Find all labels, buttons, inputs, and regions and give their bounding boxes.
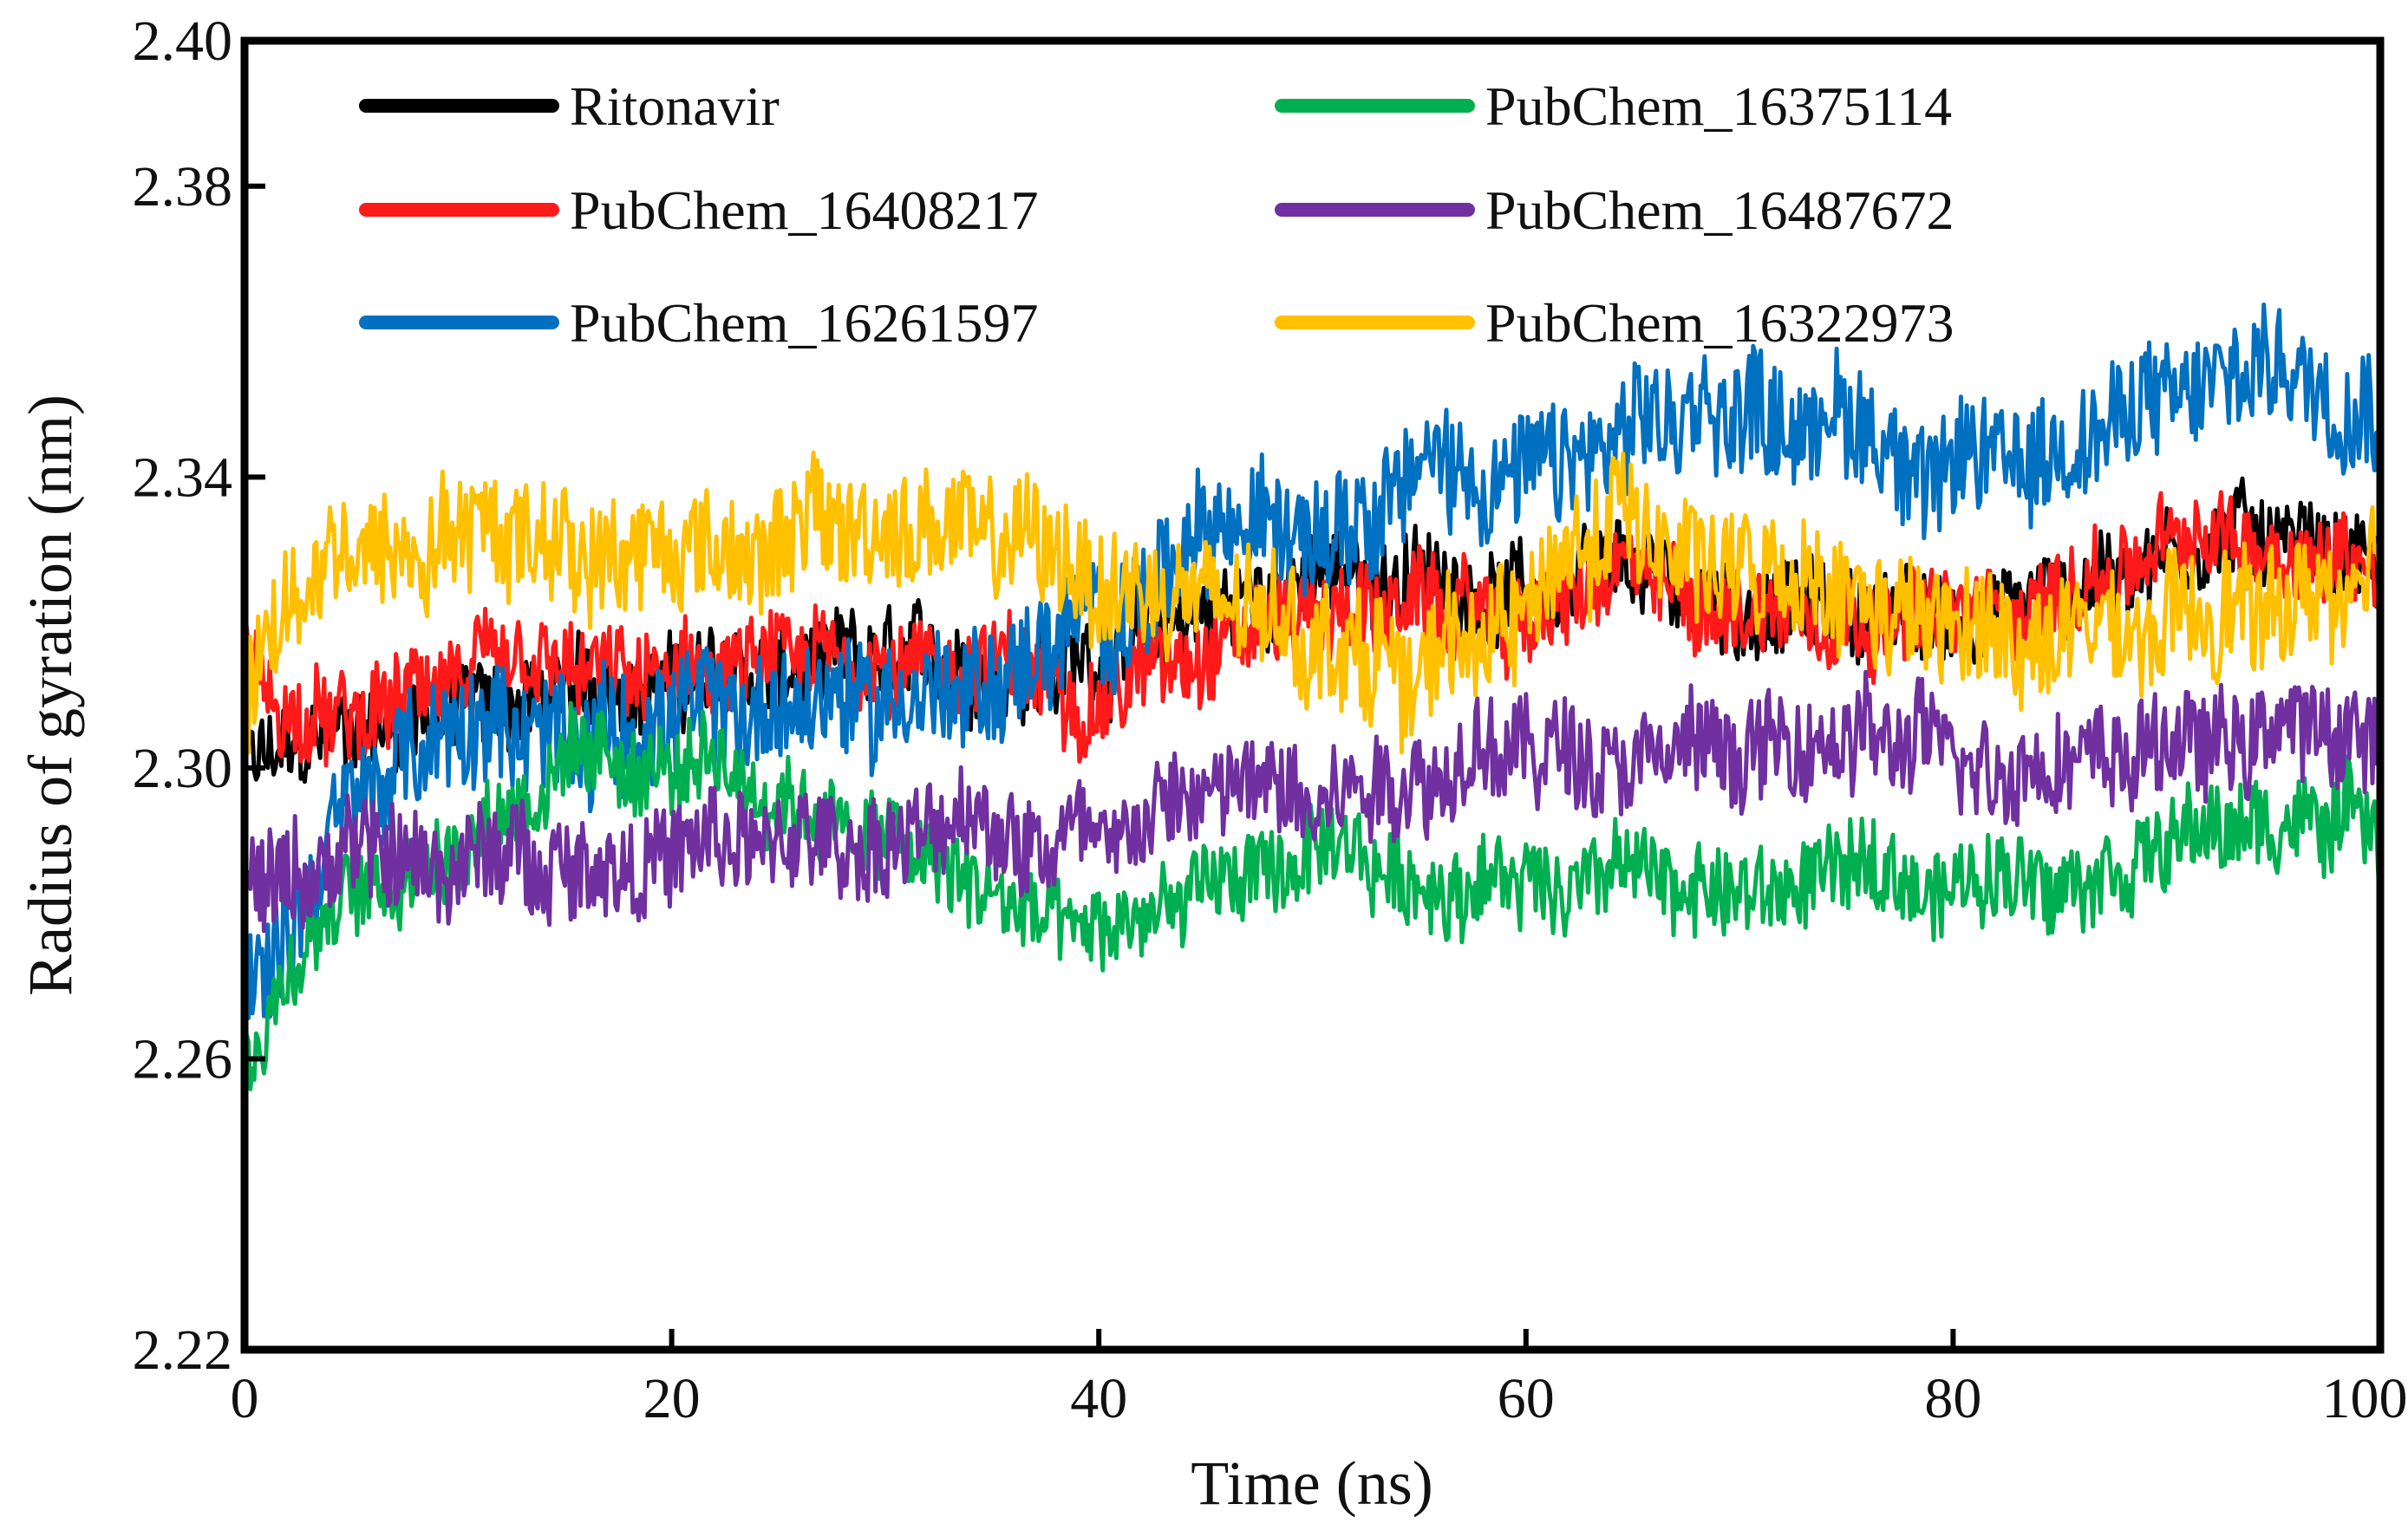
series-line-2	[245, 303, 2380, 1020]
y-tick-label: 2.22	[133, 1318, 233, 1382]
series-line-5	[245, 450, 2380, 755]
series-line-3	[245, 700, 2380, 1091]
x-tick-label: 80	[1924, 1367, 1981, 1430]
x-axis: 0 20 40 60 80 100	[231, 1329, 2408, 1430]
legend-label-1: PubChem_16408217	[570, 179, 1038, 241]
legend-label-2: PubChem_16261597	[570, 292, 1038, 354]
y-tick-label: 2.26	[133, 1027, 233, 1091]
series-line-4	[245, 669, 2380, 939]
x-tick-label: 0	[231, 1367, 259, 1430]
series-layer	[245, 303, 2380, 1091]
legend: Ritonavir PubChem_16408217 PubChem_1626159…	[359, 75, 1954, 354]
y-tick-label: 2.34	[133, 446, 233, 509]
y-axis: 2.22 2.26 2.30 2.34 2.38 2.40	[133, 10, 265, 1382]
x-tick-label: 40	[1070, 1367, 1127, 1430]
legend-label-0: Ritonavir	[570, 75, 780, 137]
x-tick-label: 60	[1498, 1367, 1555, 1430]
legend-label-3: PubChem_16375114	[1485, 75, 1952, 137]
plot-frame	[240, 36, 2385, 1354]
legend-label-4: PubChem_16487672	[1485, 179, 1954, 241]
x-axis-title: Time (ns)	[1191, 1449, 1432, 1518]
y-tick-label: 2.30	[133, 737, 233, 800]
y-tick-label: 2.40	[133, 10, 233, 73]
y-axis-title: Radius of gyration (nm)	[16, 394, 85, 996]
x-tick-label: 100	[2322, 1367, 2408, 1430]
x-tick-label: 20	[643, 1367, 701, 1430]
legend-label-5: PubChem_16322973	[1485, 292, 1954, 354]
y-tick-label: 2.38	[133, 155, 233, 218]
